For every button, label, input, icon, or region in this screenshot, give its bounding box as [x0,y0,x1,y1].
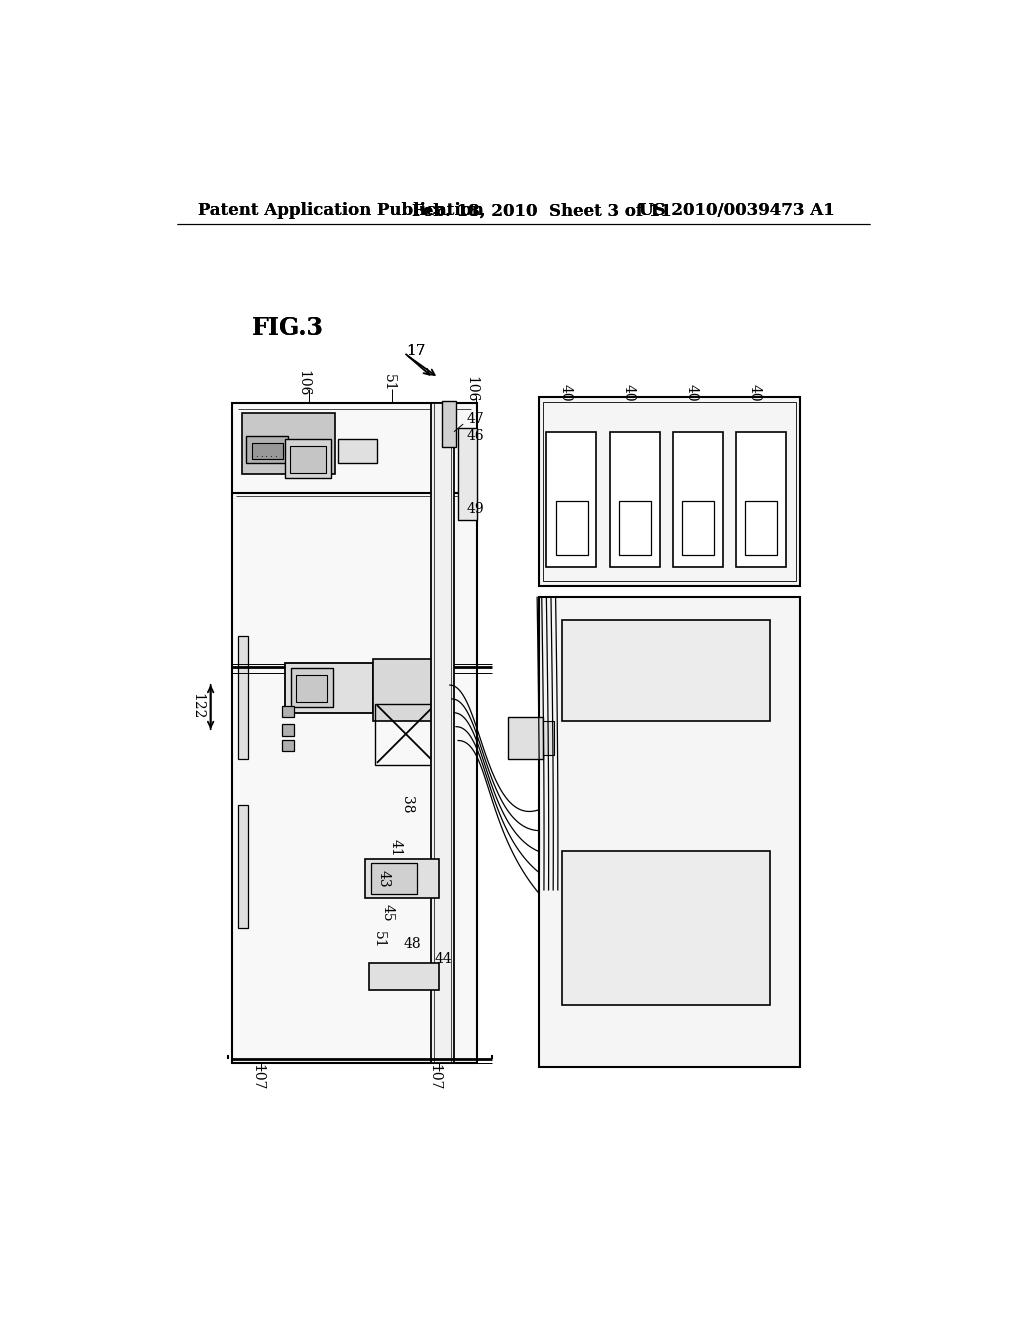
Bar [544,401,796,581]
Bar [246,436,289,462]
Bar [431,404,454,1063]
Text: 48: 48 [403,937,422,950]
Text: 40: 40 [748,384,762,403]
Polygon shape [354,436,366,447]
Bar [543,721,554,755]
Text: .: . [273,451,276,459]
Bar [373,659,442,721]
Bar [232,404,477,1063]
Text: .: . [269,451,271,459]
Text: 106: 106 [297,370,311,396]
Text: 106: 106 [465,376,478,403]
Text: 47: 47 [467,412,484,425]
Text: 51: 51 [372,931,386,949]
Text: Feb. 18, 2010  Sheet 3 of 11: Feb. 18, 2010 Sheet 3 of 11 [412,202,672,219]
Text: 107: 107 [428,1064,441,1090]
Text: 107: 107 [251,1064,264,1090]
Bar [562,851,770,1006]
Text: 38: 38 [400,796,414,814]
Bar [290,446,326,473]
Text: US 2010/0039473 A1: US 2010/0039473 A1 [639,202,835,219]
Text: .: . [260,451,262,459]
Bar [252,444,283,459]
Bar [508,717,543,759]
Bar [283,706,294,718]
Bar [339,440,377,462]
Text: 45: 45 [381,904,395,921]
Bar [673,432,723,566]
Text: .: . [264,451,267,459]
Bar [609,432,659,566]
Text: Patent Application Publication: Patent Application Publication [198,202,483,219]
Bar [283,739,294,751]
Text: 40: 40 [685,384,699,403]
Text: 40: 40 [559,384,572,403]
Bar [366,859,438,898]
Bar [371,863,417,894]
Text: FIG.3: FIG.3 [252,315,324,339]
Text: 44: 44 [435,952,453,966]
Bar [682,502,714,554]
Bar [285,440,331,478]
Text: 43: 43 [377,870,391,887]
Text: .: . [255,451,258,459]
Text: Patent Application Publication: Patent Application Publication [198,202,483,219]
Bar [539,597,801,1067]
Text: FIG.3: FIG.3 [252,315,324,339]
Text: 49: 49 [467,502,484,516]
Bar [736,432,785,566]
Bar [239,636,248,759]
Text: 122: 122 [190,693,205,719]
Bar [547,432,596,566]
Bar [291,668,333,706]
Text: 17: 17 [407,345,426,358]
Bar [239,805,248,928]
Text: 41: 41 [388,838,402,857]
Text: 17: 17 [407,345,426,358]
Ellipse shape [443,471,457,484]
Ellipse shape [396,977,419,995]
Bar [556,502,588,554]
Bar [562,620,770,721]
Bar [539,397,801,586]
Bar [296,675,327,702]
Text: 46: 46 [467,429,484,442]
Bar [243,413,335,474]
Bar [618,502,651,554]
Bar [442,401,457,447]
Bar [283,725,294,737]
Bar [376,704,435,766]
Text: Feb. 18, 2010  Sheet 3 of 11: Feb. 18, 2010 Sheet 3 of 11 [412,202,672,219]
Text: 51: 51 [382,375,395,392]
Text: US 2010/0039473 A1: US 2010/0039473 A1 [639,202,835,219]
Bar [285,663,373,713]
Text: 40: 40 [622,384,636,403]
Bar [745,502,777,554]
Bar [370,964,438,990]
Bar [458,428,477,520]
